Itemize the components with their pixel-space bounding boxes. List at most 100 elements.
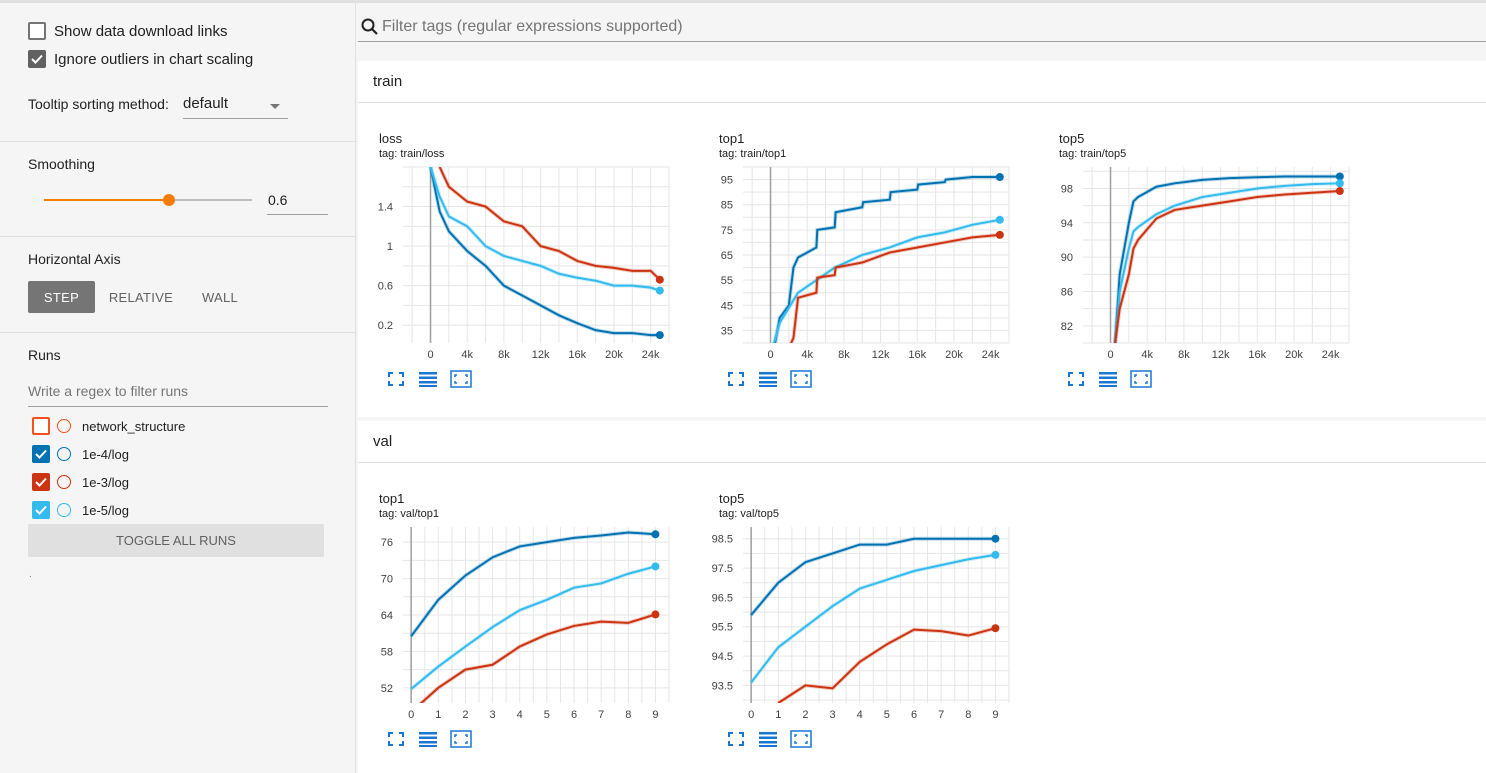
ignore-outliers-checkbox[interactable]: Ignore outliers in chart scaling bbox=[28, 50, 253, 68]
toggle-log-scale-icon[interactable] bbox=[758, 730, 778, 748]
run-name: 1e-5/log bbox=[82, 502, 129, 518]
series-end-point[interactable] bbox=[651, 530, 660, 539]
fit-domain-icon[interactable] bbox=[450, 370, 472, 388]
y-tick-label: 95.5 bbox=[712, 622, 733, 634]
show-download-links-checkbox[interactable]: Show data download links bbox=[28, 22, 227, 40]
run-row[interactable]: 1e-5/log bbox=[32, 501, 129, 519]
series-line[interactable] bbox=[1114, 175, 1340, 343]
series-line[interactable] bbox=[438, 167, 661, 281]
run-color-circle-icon[interactable] bbox=[57, 419, 71, 433]
smoothing-input[interactable]: 0.6 bbox=[267, 189, 328, 215]
y-tick-label: 93.5 bbox=[712, 680, 733, 692]
axis-relative-button[interactable]: RELATIVE bbox=[108, 289, 174, 305]
series-line[interactable] bbox=[429, 167, 661, 292]
runs-filter-input[interactable]: Write a regex to filter runs bbox=[28, 379, 328, 407]
toggle-all-runs-button[interactable]: TOGGLE ALL RUNS bbox=[28, 524, 324, 557]
series-end-point[interactable] bbox=[655, 331, 664, 340]
series-end-point[interactable] bbox=[1335, 187, 1344, 196]
series-end-point[interactable] bbox=[991, 550, 1000, 559]
y-tick-label: 98 bbox=[1061, 183, 1073, 195]
train-group-title[interactable]: train bbox=[358, 61, 1486, 103]
line-chart[interactable]: 0 1 2 3 4 5 6 7 8 9 98.5 97.5 96.5 95.5 94.5 93.5 bbox=[698, 523, 1038, 723]
x-tick-label: 4k bbox=[461, 349, 473, 361]
line-chart[interactable]: 0 1 2 3 4 5 6 7 8 9 76 70 64 58 52 bbox=[358, 523, 698, 723]
run-color-circle-icon[interactable] bbox=[57, 475, 71, 489]
series-line[interactable] bbox=[429, 167, 660, 337]
series-line[interactable] bbox=[777, 627, 996, 703]
chart-card-train-loss: loss tag: train/loss 0 4k 8k 12k 16k 20k 24k 1.4 1… bbox=[358, 117, 698, 407]
y-tick-label: 97.5 bbox=[712, 563, 733, 575]
x-tick-label: 0 bbox=[427, 349, 433, 361]
series-end-point[interactable] bbox=[995, 230, 1004, 239]
runs-label: Runs bbox=[28, 347, 61, 363]
line-chart[interactable]: 0 4k 8k 12k 16k 20k 24k 1.4 1 0.6 0.2 bbox=[358, 163, 698, 363]
series-line[interactable] bbox=[411, 613, 656, 712]
series-end-point[interactable] bbox=[651, 562, 660, 571]
tooltip-sorting-select[interactable]: default bbox=[183, 95, 288, 119]
smoothing-slider[interactable] bbox=[44, 194, 252, 206]
toggle-log-scale-icon[interactable] bbox=[1098, 370, 1118, 388]
filter-tags-search[interactable]: Filter tags (regular expressions support… bbox=[358, 10, 1486, 42]
run-name: 1e-3/log bbox=[82, 474, 129, 490]
series-end-point[interactable] bbox=[991, 624, 1000, 633]
run-color-circle-icon[interactable] bbox=[57, 447, 71, 461]
series-line[interactable] bbox=[750, 553, 996, 684]
expand-icon[interactable] bbox=[726, 730, 746, 748]
series-line[interactable] bbox=[750, 537, 996, 616]
series-end-point[interactable] bbox=[995, 173, 1004, 182]
series-end-point[interactable] bbox=[995, 215, 1004, 224]
run-checkbox-unchecked-icon[interactable] bbox=[32, 417, 50, 435]
run-row[interactable]: 1e-4/log bbox=[32, 445, 129, 463]
line-chart[interactable]: 0 4k 8k 12k 16k 20k 24k 95 85 75 65 55 45 35 bbox=[698, 163, 1038, 363]
series-end-point[interactable] bbox=[655, 286, 664, 295]
y-tick-label: 86 bbox=[1061, 286, 1073, 298]
series-line[interactable] bbox=[789, 233, 1000, 348]
x-tick-label: 4k bbox=[1141, 349, 1153, 361]
chart-card-train-top5: top5 tag: train/top5 0 4k 8k 12k 16k 20k 24k 98 94… bbox=[1038, 117, 1378, 407]
series-line[interactable] bbox=[1114, 182, 1340, 343]
series-line[interactable] bbox=[771, 218, 1001, 356]
y-tick-label: 96.5 bbox=[712, 592, 733, 604]
x-tick-label: 8k bbox=[498, 349, 510, 361]
series-line[interactable] bbox=[410, 565, 656, 690]
run-row[interactable]: 1e-3/log bbox=[32, 473, 129, 491]
run-row[interactable]: network_structure bbox=[32, 417, 185, 435]
run-checkbox-checked-icon[interactable] bbox=[32, 473, 50, 491]
val-group-title[interactable]: val bbox=[358, 421, 1486, 463]
line-chart[interactable]: 0 4k 8k 12k 16k 20k 24k 98 94 90 86 82 bbox=[1038, 163, 1378, 363]
expand-icon[interactable] bbox=[1066, 370, 1086, 388]
y-tick-label: 98.5 bbox=[712, 534, 733, 546]
series-end-point[interactable] bbox=[991, 534, 1000, 543]
run-checkbox-checked-icon[interactable] bbox=[32, 445, 50, 463]
axis-step-button[interactable]: STEP bbox=[28, 281, 95, 313]
run-checkbox-checked-icon[interactable] bbox=[32, 501, 50, 519]
expand-icon[interactable] bbox=[726, 370, 746, 388]
series-end-point[interactable] bbox=[655, 275, 664, 284]
checkbox-checked-icon[interactable] bbox=[28, 50, 46, 68]
checkbox-unchecked-icon[interactable] bbox=[28, 22, 46, 40]
fit-domain-icon[interactable] bbox=[790, 730, 812, 748]
series-end-point[interactable] bbox=[1335, 179, 1344, 188]
chart-card-train-top1: top1 tag: train/top1 0 4k 8k 12k 16k 20k 24k 95 85… bbox=[698, 117, 1038, 407]
fit-domain-icon[interactable] bbox=[450, 730, 472, 748]
fit-domain-icon[interactable] bbox=[790, 370, 812, 388]
run-color-circle-icon[interactable] bbox=[57, 503, 71, 517]
x-tick-label: 12k bbox=[872, 349, 890, 361]
expand-icon[interactable] bbox=[386, 370, 406, 388]
x-tick-label: 2 bbox=[462, 709, 468, 721]
expand-icon[interactable] bbox=[386, 730, 406, 748]
axis-wall-button[interactable]: WALL bbox=[201, 289, 239, 305]
y-tick-label: 82 bbox=[1061, 321, 1073, 333]
smoothing-slider-thumb[interactable] bbox=[162, 194, 175, 206]
series-line[interactable] bbox=[771, 176, 1000, 363]
series-end-point[interactable] bbox=[651, 610, 660, 619]
series-raw-line bbox=[428, 167, 661, 293]
toggle-log-scale-icon[interactable] bbox=[418, 730, 438, 748]
series-line[interactable] bbox=[1114, 190, 1340, 343]
toggle-log-scale-icon[interactable] bbox=[758, 370, 778, 388]
y-tick-label: 75 bbox=[721, 225, 733, 237]
series-line[interactable] bbox=[410, 531, 656, 637]
toggle-log-scale-icon[interactable] bbox=[418, 370, 438, 388]
fit-domain-icon[interactable] bbox=[1130, 370, 1152, 388]
series-end-point[interactable] bbox=[1335, 172, 1344, 181]
